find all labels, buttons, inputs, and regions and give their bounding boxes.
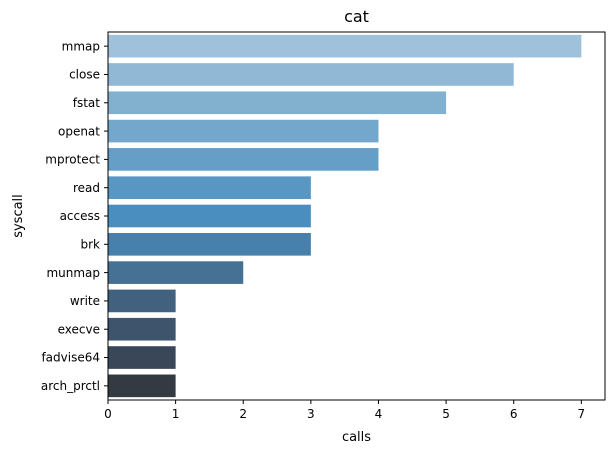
- x-tick-label-6: 6: [510, 407, 518, 421]
- x-tick-label-7: 7: [578, 407, 586, 421]
- bar-fstat: [108, 91, 447, 115]
- y-tick-label-execve: execve: [58, 322, 100, 336]
- y-tick-label-access: access: [60, 209, 100, 223]
- y-tick-label-mmap: mmap: [62, 39, 100, 53]
- bar-mprotect: [108, 148, 379, 171]
- bar-read: [108, 176, 311, 200]
- bar-fadvise64: [108, 346, 176, 369]
- bar-munmap: [108, 261, 244, 284]
- x-tick-label-0: 0: [104, 407, 112, 421]
- y-tick-label-fadvise64: fadvise64: [41, 351, 100, 365]
- axes-frame: [107, 31, 606, 401]
- bar-brk: [108, 232, 311, 256]
- bar-arch-prctl: [108, 374, 176, 398]
- y-axis-label: syscall: [11, 194, 26, 238]
- bar-execve: [108, 317, 176, 341]
- bar-close: [108, 63, 514, 86]
- bar-mmap: [108, 34, 582, 58]
- y-tick-label-arch-prctl: arch_prctl: [41, 379, 100, 393]
- x-tick-label-2: 2: [239, 407, 247, 421]
- y-tick-label-brk: brk: [81, 238, 101, 252]
- bar-write: [108, 289, 176, 313]
- x-axis-label: calls: [342, 430, 371, 445]
- y-tick-label-read: read: [73, 181, 100, 195]
- y-tick-label-close: close: [69, 68, 100, 82]
- y-tick-label-openat: openat: [58, 124, 100, 138]
- y-tick-label-munmap: munmap: [46, 266, 100, 280]
- x-tick-label-1: 1: [172, 407, 180, 421]
- x-tick-label-5: 5: [442, 407, 450, 421]
- bar-openat: [108, 119, 379, 143]
- chart-title: cat: [344, 7, 369, 26]
- y-axis-ticks: mmap close fstat openat mprotect read access br…: [41, 39, 108, 393]
- x-tick-label-3: 3: [307, 407, 315, 421]
- y-tick-label-mprotect: mprotect: [45, 153, 100, 167]
- y-tick-label-fstat: fstat: [73, 96, 101, 110]
- x-tick-label-4: 4: [375, 407, 383, 421]
- bars-group: [108, 34, 582, 398]
- bar-access: [108, 204, 311, 228]
- x-axis-ticks: 0 1 2 3 4 5 6 7: [104, 400, 585, 421]
- y-tick-label-write: write: [70, 294, 100, 308]
